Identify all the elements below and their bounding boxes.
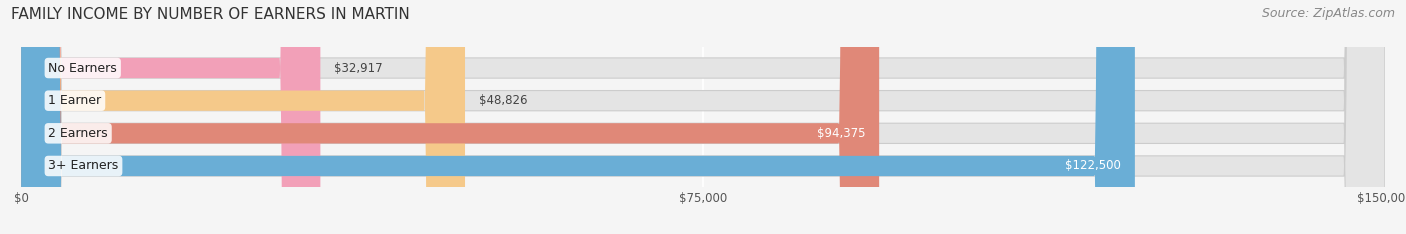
FancyBboxPatch shape — [21, 0, 321, 234]
Text: $48,826: $48,826 — [478, 94, 527, 107]
FancyBboxPatch shape — [21, 0, 465, 234]
Text: Source: ZipAtlas.com: Source: ZipAtlas.com — [1261, 7, 1395, 20]
FancyBboxPatch shape — [21, 0, 1385, 234]
FancyBboxPatch shape — [21, 0, 1385, 234]
Text: $122,500: $122,500 — [1066, 160, 1121, 172]
Text: 2 Earners: 2 Earners — [48, 127, 108, 140]
FancyBboxPatch shape — [21, 0, 1135, 234]
Text: 3+ Earners: 3+ Earners — [48, 160, 118, 172]
Text: FAMILY INCOME BY NUMBER OF EARNERS IN MARTIN: FAMILY INCOME BY NUMBER OF EARNERS IN MA… — [11, 7, 411, 22]
FancyBboxPatch shape — [21, 0, 1385, 234]
Text: No Earners: No Earners — [48, 62, 117, 74]
Text: $94,375: $94,375 — [817, 127, 866, 140]
Text: $32,917: $32,917 — [335, 62, 382, 74]
Text: 1 Earner: 1 Earner — [48, 94, 101, 107]
FancyBboxPatch shape — [21, 0, 1385, 234]
FancyBboxPatch shape — [21, 0, 879, 234]
